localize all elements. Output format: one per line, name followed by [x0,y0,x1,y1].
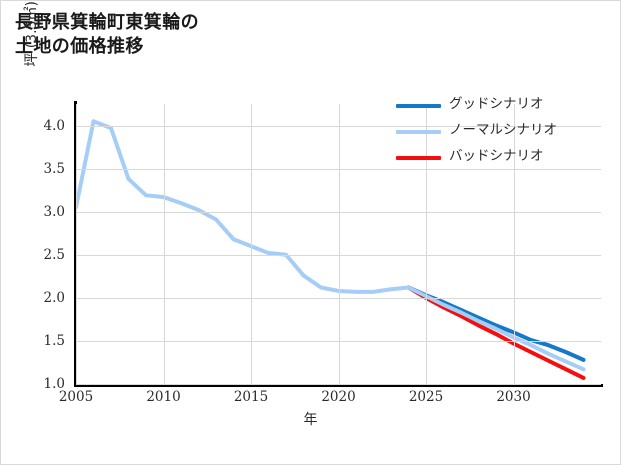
legend-item: ノーマルシナリオ [396,119,601,145]
grid-line-vertical [76,104,77,384]
grid-line-vertical [251,104,252,384]
x-tick-label: 2010 [129,389,199,405]
legend-label-good: グッドシナリオ [449,93,544,115]
x-tick-label: 2025 [391,389,461,405]
grid-line-vertical [339,104,340,384]
y-tick-label: 4.0 [1,118,65,134]
x-tick-label: 2030 [479,389,549,405]
y-tick-label: 3.0 [1,204,65,220]
y-axis-label: 坪 (3.3㎡) 単価 (万円) [21,0,41,121]
legend-label-normal: ノーマルシナリオ [449,119,557,141]
y-tick-label: 2.0 [1,290,65,306]
y-tick-label: 1.5 [1,333,65,349]
grid-line-vertical [164,104,165,384]
legend-swatch-normal [396,130,441,134]
x-tick-label: 2015 [216,389,286,405]
chart-legend: グッドシナリオ ノーマルシナリオ バッドシナリオ [396,93,601,171]
grid-line-horizontal [76,384,601,385]
x-tick-label: 2020 [304,389,374,405]
y-tick-label: 2.5 [1,247,65,263]
legend-swatch-bad [396,156,441,160]
x-axis-label: 年 [1,409,620,429]
legend-swatch-good [396,104,441,108]
y-tick-label: 3.5 [1,161,65,177]
legend-item: グッドシナリオ [396,93,601,119]
legend-item: バッドシナリオ [396,145,601,171]
legend-label-bad: バッドシナリオ [449,145,544,167]
x-tick-label: 2005 [41,389,111,405]
